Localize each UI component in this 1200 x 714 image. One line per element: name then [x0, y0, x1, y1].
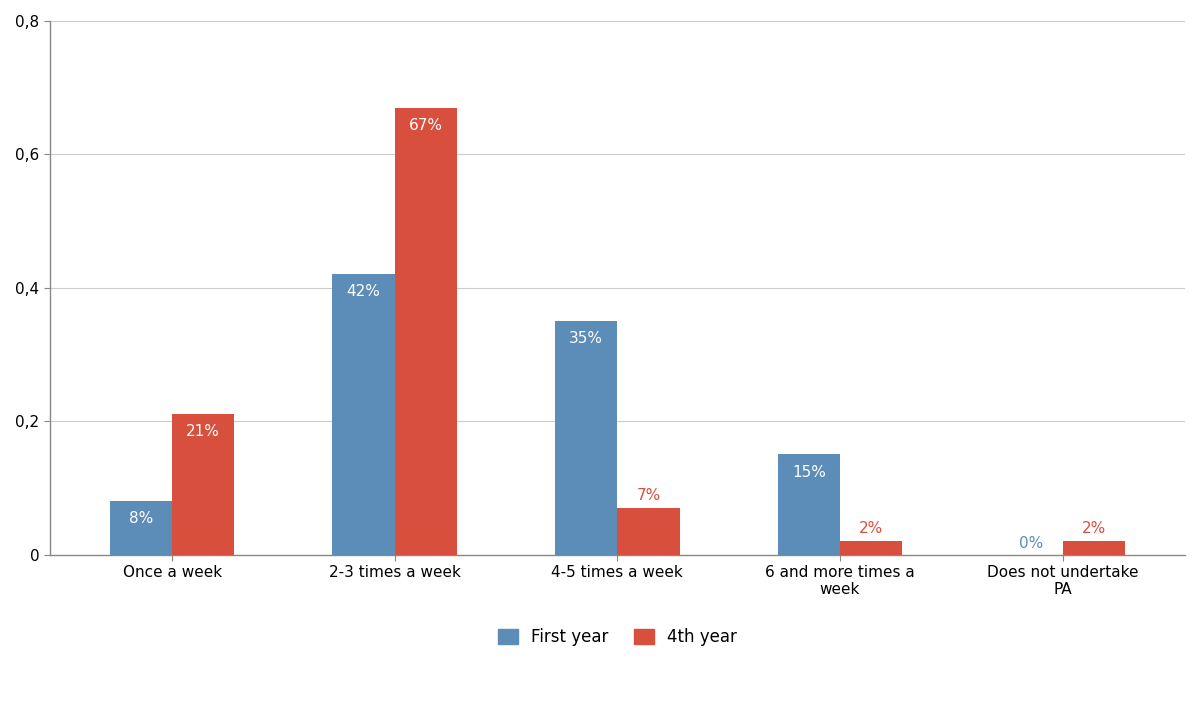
- Bar: [172, 415, 234, 555]
- Text: 21%: 21%: [186, 425, 221, 440]
- Text: 67%: 67%: [409, 118, 443, 133]
- Bar: [778, 455, 840, 555]
- Bar: [109, 501, 172, 555]
- Text: 2%: 2%: [859, 521, 883, 536]
- Bar: [840, 541, 902, 555]
- Bar: [395, 108, 457, 555]
- Text: 0%: 0%: [1019, 536, 1044, 550]
- Text: 15%: 15%: [792, 465, 826, 480]
- Legend: First year, 4th year: First year, 4th year: [491, 622, 744, 653]
- Text: 7%: 7%: [636, 488, 661, 503]
- Text: 35%: 35%: [569, 331, 604, 346]
- Bar: [332, 274, 395, 555]
- Text: 42%: 42%: [347, 284, 380, 299]
- Text: 8%: 8%: [128, 511, 154, 526]
- Bar: [617, 508, 679, 555]
- Bar: [556, 321, 617, 555]
- Text: 2%: 2%: [1081, 521, 1106, 536]
- Bar: [1062, 541, 1124, 555]
